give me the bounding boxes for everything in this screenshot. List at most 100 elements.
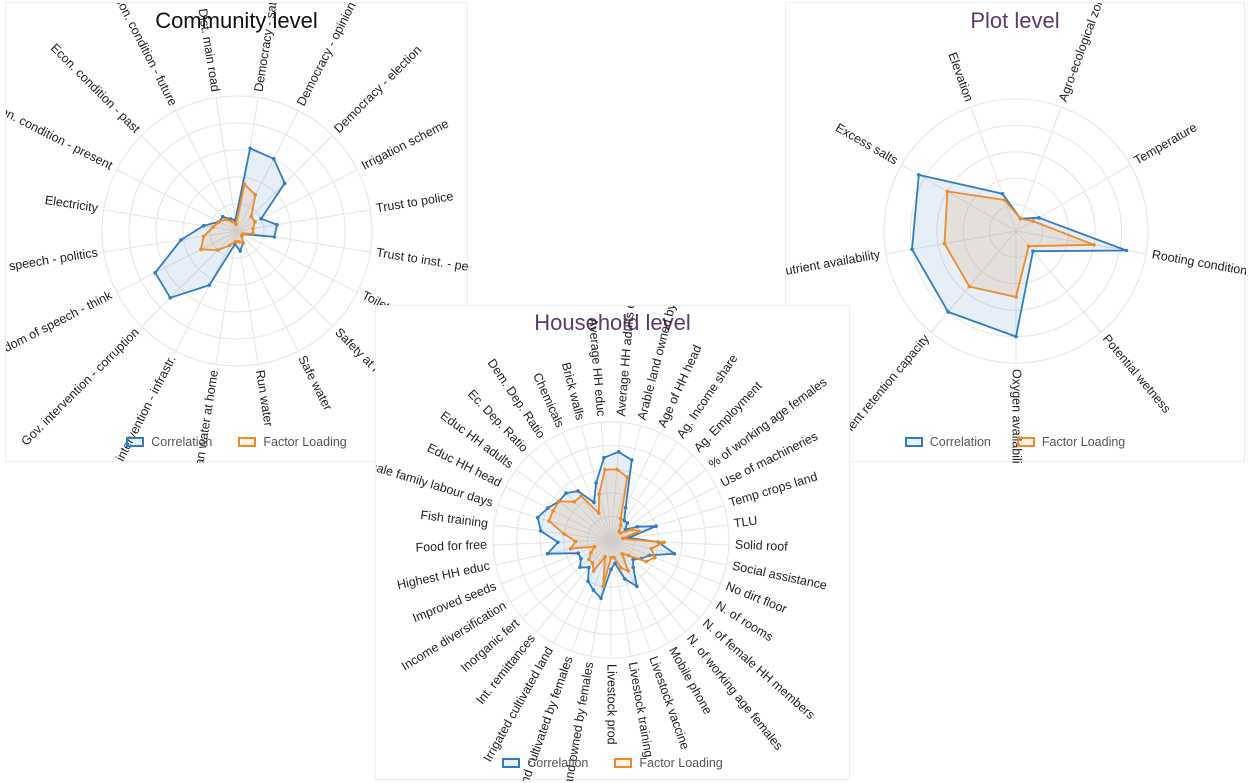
data-point[interactable] xyxy=(910,247,914,252)
data-point[interactable] xyxy=(564,491,568,495)
data-point[interactable] xyxy=(942,241,947,246)
data-point[interactable] xyxy=(217,220,221,224)
data-point[interactable] xyxy=(1026,244,1031,248)
data-point[interactable] xyxy=(609,555,613,560)
data-point[interactable] xyxy=(207,283,212,287)
data-point[interactable] xyxy=(615,467,619,472)
data-point[interactable] xyxy=(592,544,597,549)
data-point[interactable] xyxy=(201,234,206,239)
data-point[interactable] xyxy=(597,492,601,497)
data-point[interactable] xyxy=(630,527,634,532)
data-point[interactable] xyxy=(233,239,238,244)
data-point[interactable] xyxy=(637,529,641,534)
data-point[interactable] xyxy=(211,225,215,229)
data-point[interactable] xyxy=(622,518,626,523)
data-point[interactable] xyxy=(603,467,607,472)
data-point[interactable] xyxy=(620,536,625,541)
data-point[interactable] xyxy=(635,584,639,589)
data-point[interactable] xyxy=(259,216,263,221)
data-point[interactable] xyxy=(230,219,234,224)
data-point[interactable] xyxy=(578,565,582,570)
data-point[interactable] xyxy=(1092,243,1096,247)
data-point[interactable] xyxy=(644,559,648,564)
data-point[interactable] xyxy=(253,193,258,197)
data-point[interactable] xyxy=(599,596,603,600)
data-point[interactable] xyxy=(618,531,623,535)
data-point[interactable] xyxy=(616,450,621,454)
data-point[interactable] xyxy=(917,173,921,177)
data-point[interactable] xyxy=(579,494,584,498)
data-point[interactable] xyxy=(556,540,560,545)
data-point[interactable] xyxy=(551,509,555,513)
data-point[interactable] xyxy=(545,551,550,556)
legend-item-correlation[interactable]: Correlation xyxy=(904,435,991,449)
data-point[interactable] xyxy=(631,565,635,570)
data-point[interactable] xyxy=(597,511,601,515)
data-point[interactable] xyxy=(653,555,657,560)
data-point[interactable] xyxy=(591,569,596,573)
data-point[interactable] xyxy=(251,226,255,231)
data-point[interactable] xyxy=(547,519,551,523)
data-point[interactable] xyxy=(576,551,580,555)
data-point[interactable] xyxy=(576,489,580,493)
legend-item-correlation[interactable]: Correlation xyxy=(502,756,588,770)
data-point[interactable] xyxy=(539,529,543,533)
data-point[interactable] xyxy=(562,532,566,536)
data-point[interactable] xyxy=(631,557,635,562)
data-point[interactable] xyxy=(153,270,157,275)
data-point[interactable] xyxy=(249,214,254,219)
data-point[interactable] xyxy=(626,553,631,558)
data-point[interactable] xyxy=(275,222,279,227)
data-point[interactable] xyxy=(557,499,561,504)
data-point[interactable] xyxy=(272,157,276,161)
data-point[interactable] xyxy=(227,243,232,248)
data-point[interactable] xyxy=(568,546,573,551)
data-point[interactable] xyxy=(591,588,596,592)
data-point[interactable] xyxy=(1124,248,1129,253)
data-point[interactable] xyxy=(587,565,591,570)
data-point[interactable] xyxy=(241,241,245,245)
data-point[interactable] xyxy=(223,217,228,222)
data-point[interactable] xyxy=(179,238,183,242)
legend-item-factor-loading[interactable]: Factor Loading xyxy=(1016,435,1125,449)
data-point[interactable] xyxy=(1002,198,1007,202)
data-point[interactable] xyxy=(234,222,238,227)
data-point[interactable] xyxy=(1031,249,1035,253)
data-point[interactable] xyxy=(625,475,630,479)
data-point[interactable] xyxy=(967,284,972,289)
data-point[interactable] xyxy=(589,550,593,555)
data-point[interactable] xyxy=(625,521,630,525)
data-point[interactable] xyxy=(535,515,540,520)
data-point[interactable] xyxy=(199,247,203,252)
data-point[interactable] xyxy=(613,561,617,566)
data-point[interactable] xyxy=(945,189,950,194)
data-point[interactable] xyxy=(609,567,613,572)
data-point[interactable] xyxy=(626,569,631,573)
data-point[interactable] xyxy=(1031,219,1035,223)
data-point[interactable] xyxy=(282,181,287,186)
data-point[interactable] xyxy=(220,214,225,219)
data-point[interactable] xyxy=(238,249,242,253)
data-point[interactable] xyxy=(619,523,623,528)
data-point[interactable] xyxy=(573,539,578,544)
data-point[interactable] xyxy=(594,481,598,485)
data-point[interactable] xyxy=(236,239,241,244)
data-point[interactable] xyxy=(618,516,623,521)
data-point[interactable] xyxy=(272,235,277,239)
data-point[interactable] xyxy=(620,552,624,556)
data-point[interactable] xyxy=(1000,192,1005,196)
data-point[interactable] xyxy=(240,234,244,238)
data-point[interactable] xyxy=(623,505,628,510)
data-point[interactable] xyxy=(592,500,596,505)
data-point[interactable] xyxy=(647,553,652,558)
data-point[interactable] xyxy=(672,551,677,556)
data-point[interactable] xyxy=(619,566,623,570)
data-point[interactable] xyxy=(572,499,577,504)
data-point[interactable] xyxy=(253,220,257,224)
data-point[interactable] xyxy=(612,555,616,560)
data-point[interactable] xyxy=(601,584,605,589)
data-point[interactable] xyxy=(546,506,550,510)
data-point[interactable] xyxy=(1014,334,1018,339)
data-point[interactable] xyxy=(201,223,206,228)
data-point[interactable] xyxy=(251,231,255,236)
